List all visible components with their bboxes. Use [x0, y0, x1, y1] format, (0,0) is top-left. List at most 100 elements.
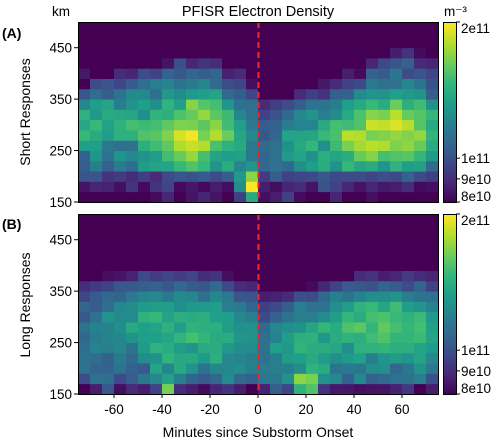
heatmap-cell — [294, 383, 307, 395]
heatmap-cell — [246, 68, 259, 79]
heatmap-cell — [246, 37, 259, 49]
panel-a-label: (A) — [2, 25, 21, 41]
heatmap-cell — [306, 150, 319, 162]
heatmap-cell — [426, 352, 439, 364]
heatmap-cell — [90, 22, 103, 28]
heatmap-cell — [258, 311, 271, 323]
heatmap-cell — [426, 191, 439, 203]
heatmap-cell — [198, 260, 211, 271]
heatmap-cell — [210, 191, 223, 203]
panel-b: (B) Long Responses 150 250 350 450 -60 -40 -2… — [2, 213, 491, 440]
heatmap-cell — [414, 160, 427, 172]
heatmap-cell — [138, 311, 151, 323]
heatmap-cell — [102, 78, 115, 90]
heatmap-cell — [318, 239, 331, 251]
heatmap-cell — [390, 363, 403, 374]
heatmap-cell — [402, 280, 415, 292]
heatmap-cell — [402, 270, 415, 282]
heatmap-cell — [150, 47, 163, 59]
heatmap-cell — [378, 214, 391, 220]
heatmap-cell — [174, 363, 187, 374]
heatmap-cell — [426, 99, 439, 110]
heatmap-cell — [330, 37, 343, 49]
heatmap-cell — [246, 22, 259, 28]
heatmap-cell — [210, 37, 223, 49]
heatmap-cell — [210, 332, 223, 343]
heatmap-cell — [126, 88, 139, 100]
heatmap-cell — [126, 181, 139, 193]
heatmap-cell — [198, 342, 211, 354]
heatmap-cell — [222, 27, 235, 38]
heatmap-cell — [102, 301, 115, 313]
heatmap-cell — [342, 363, 355, 374]
heatmap-cell — [330, 260, 343, 271]
heatmap-cell — [330, 363, 343, 374]
heatmap-cell — [426, 219, 439, 230]
heatmap-cell — [78, 191, 91, 203]
heatmap-cell — [234, 322, 247, 333]
heatmap-cell — [174, 280, 187, 292]
heatmap-cell — [270, 219, 283, 230]
heatmap-cell — [114, 260, 127, 271]
heatmap-cell — [222, 37, 235, 49]
heatmap-cell — [258, 383, 271, 395]
heatmap-cell — [378, 239, 391, 251]
heatmap-cell — [390, 27, 403, 38]
heatmap-cell — [150, 332, 163, 343]
heatmap-cell — [354, 260, 367, 271]
heatmap-cell — [126, 58, 139, 69]
heatmap-cell — [138, 322, 151, 333]
heatmap-cell — [138, 150, 151, 162]
heatmap-cell — [150, 160, 163, 172]
heatmap-cell — [366, 160, 379, 172]
colorbar-tick-label: 8e10 — [461, 381, 491, 396]
panel-b-colorbar-ticks: 2e11 1e11 9e10 8e10 — [456, 213, 491, 396]
heatmap-cell — [90, 239, 103, 251]
heatmap-cell — [78, 150, 91, 162]
heatmap-cell — [366, 332, 379, 343]
heatmap-cell — [114, 150, 127, 162]
heatmap-cell — [174, 47, 187, 59]
y-tick-label: 350 — [49, 92, 72, 107]
heatmap-cell — [258, 301, 271, 313]
heatmap-cell — [162, 27, 175, 38]
heatmap-cell — [114, 37, 127, 49]
heatmap-cell — [174, 78, 187, 90]
heatmap-cell — [186, 352, 199, 364]
heatmap-cell — [426, 58, 439, 69]
heatmap-cell — [354, 214, 367, 220]
heatmap-cell — [198, 229, 211, 241]
heatmap-cell — [426, 270, 439, 282]
heatmap-cell — [270, 191, 283, 203]
heatmap-cell — [402, 130, 415, 141]
heatmap-cell — [306, 332, 319, 343]
heatmap-cell — [258, 181, 271, 193]
heatmap-cell — [318, 214, 331, 220]
heatmap-cell — [246, 280, 259, 292]
heatmap-cell — [222, 109, 235, 121]
heatmap-cell — [174, 260, 187, 271]
heatmap-cell — [186, 150, 199, 162]
heatmap-cell — [234, 27, 247, 38]
heatmap-cell — [150, 37, 163, 49]
heatmap-cell — [210, 47, 223, 59]
heatmap-cell — [258, 47, 271, 59]
heatmap-cell — [354, 280, 367, 292]
heatmap-cell — [222, 78, 235, 90]
heatmap-cell — [138, 383, 151, 395]
heatmap-cell — [246, 160, 259, 172]
heatmap-cell — [402, 322, 415, 333]
heatmap-cell — [246, 219, 259, 230]
heatmap-cell — [102, 119, 115, 131]
heatmap-cell — [90, 58, 103, 69]
heatmap-cell — [378, 342, 391, 354]
heatmap-cell — [210, 301, 223, 313]
heatmap-cell — [318, 229, 331, 241]
heatmap-cell — [222, 342, 235, 354]
heatmap-cell — [222, 214, 235, 220]
heatmap-cell — [198, 37, 211, 49]
heatmap-cell — [150, 229, 163, 241]
heatmap-cell — [390, 47, 403, 59]
heatmap-cell — [366, 363, 379, 374]
heatmap-cell — [162, 99, 175, 110]
